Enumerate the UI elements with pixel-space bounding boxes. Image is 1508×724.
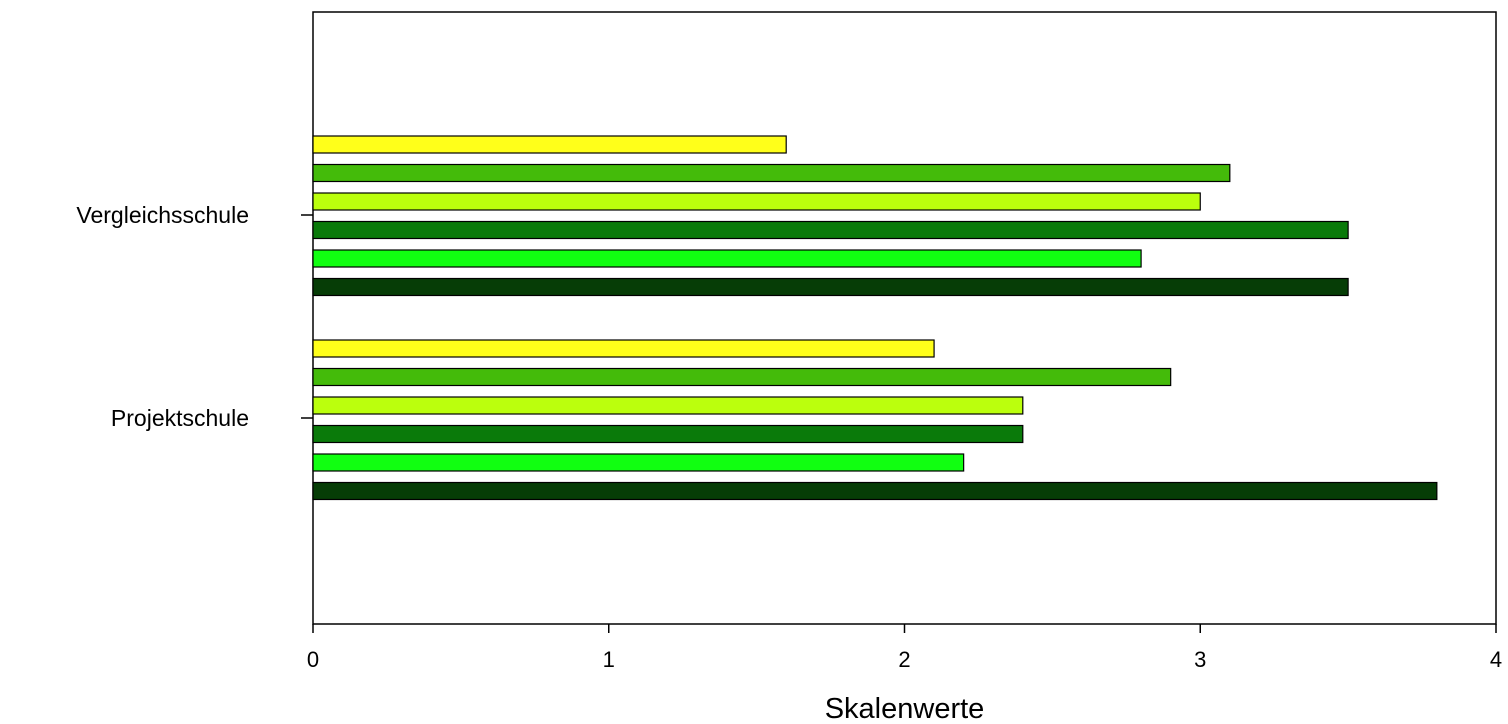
bar — [312, 481, 1438, 501]
bar-group — [312, 135, 1438, 501]
bar — [312, 135, 787, 154]
plot-frame — [312, 11, 1497, 625]
y-axis: Vergleichsschule Projektschule — [76, 202, 313, 431]
x-tick-label: 1 — [603, 647, 615, 672]
bar — [312, 424, 1024, 444]
x-tick-label: 2 — [898, 647, 910, 672]
bar — [312, 277, 1349, 297]
x-tick-label: 0 — [307, 647, 319, 672]
category-label: Vergleichsschule — [76, 202, 249, 228]
bar — [312, 220, 1349, 240]
bar — [312, 396, 1024, 415]
bar — [312, 192, 1201, 211]
bar — [312, 453, 965, 472]
x-tick-label: 4 — [1490, 647, 1502, 672]
plot-area-border — [312, 11, 1497, 625]
bar — [312, 163, 1231, 183]
bar — [312, 367, 1172, 387]
x-tick-label: 3 — [1194, 647, 1206, 672]
bar — [312, 339, 935, 358]
bar — [312, 249, 1142, 268]
x-axis-title: Skalenwerte — [825, 693, 985, 724]
x-axis: 0 1 2 3 4 — [307, 624, 1502, 672]
category-label: Projektschule — [111, 405, 249, 431]
